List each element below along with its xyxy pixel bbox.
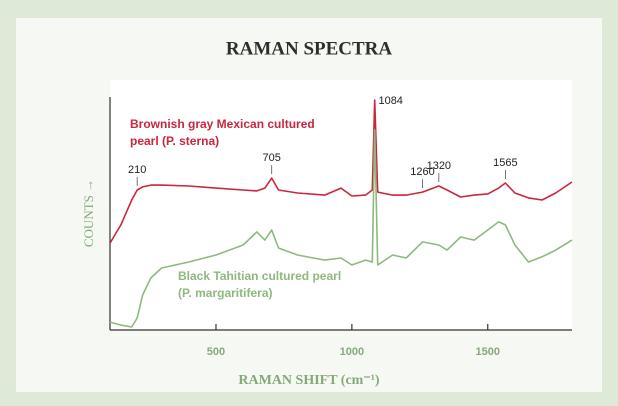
peak-label: 1565 xyxy=(493,157,517,169)
series-label: Black Tahitian cultured pearl (P. margar… xyxy=(178,269,342,300)
peak-label: 210 xyxy=(128,164,146,176)
peak-label: 1260 xyxy=(410,166,434,178)
peak-label: 1084 xyxy=(378,95,402,107)
x-tick-label: 1500 xyxy=(476,346,500,358)
chart-title: RAMAN SPECTRA xyxy=(226,38,393,59)
peak-label: 705 xyxy=(263,152,281,164)
peak-label: 1320 xyxy=(427,160,451,172)
series-line xyxy=(109,99,573,244)
x-axis-label: RAMAN SHIFT (cm⁻¹) xyxy=(238,373,380,388)
series-label: Brownish gray Mexican cultured pearl (P.… xyxy=(130,117,315,148)
series-line xyxy=(109,129,573,328)
x-tick-label: 1000 xyxy=(340,346,364,358)
y-axis-label: COUNTS → xyxy=(81,179,96,247)
x-tick-label: 500 xyxy=(207,346,225,358)
plot-area xyxy=(110,80,572,330)
